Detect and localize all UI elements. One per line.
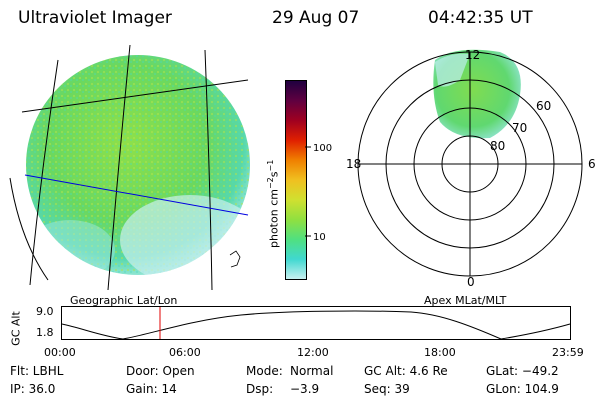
mlt-18-label: 18 [346,157,361,171]
colorbar [285,80,307,280]
mlt-0-label: 0 [467,275,475,289]
terminator-line [24,174,249,216]
mlat-70-label: 70 [512,121,527,135]
mlt-6-label: 6 [588,157,596,171]
x-tick-1200: 12:00 [297,346,329,359]
polar-grid [357,51,583,277]
header-time: 04:42:35 UT [428,8,533,28]
mlat-60-label: 60 [536,99,551,113]
altitude-ytick-high: 9.0 [36,305,54,318]
door-info: Door: Open [126,364,195,378]
x-tick-0600: 06:00 [169,346,201,359]
filter-info: Flt: LBHL [10,364,64,378]
altitude-curve [61,310,571,340]
x-tick-2359: 23:59 [552,346,584,359]
altitude-ytick-low: 1.8 [36,326,54,339]
polar-plot: 12 18 6 0 60 70 80 [346,48,596,289]
altitude-plot [61,306,571,340]
colorbar-ticks: 100 10 [305,143,332,243]
glon-info: GLon: 104.9 [486,382,559,396]
mlt-12-label: 12 [465,48,480,62]
dsp-value: −3.9 [290,382,320,396]
seq-info: Seq: 39 [364,382,410,396]
geographic-label: Geographic Lat/Lon [70,294,178,307]
colorbar-tick-10: 10 [313,232,326,243]
altitude-ylabel: GC Alt [9,311,23,346]
mlat-80-label: 80 [490,139,505,153]
colorbar-tick-100: 100 [313,143,332,154]
x-tick-0000: 00:00 [44,346,76,359]
ip-info: IP: 36.0 [10,382,56,396]
lat-lon-grid [9,44,249,290]
dsp-label: Dsp: [246,382,274,396]
x-tick-1800: 18:00 [424,346,456,359]
header-date: 29 Aug 07 [272,8,360,28]
colorbar-unit-label: photon cm−2s−1 [266,159,281,248]
geographic-image [9,44,250,290]
glat-info: GLat: −49.2 [486,364,559,378]
instrument-title: Ultraviolet Imager [18,8,172,28]
mode-label: Mode: [246,364,283,378]
mode-value: Normal [290,364,334,378]
gain-info: Gain: 14 [126,382,177,396]
gc-alt-info: GC Alt: 4.6 Re [364,364,448,378]
apex-label: Apex MLat/MLT [424,294,507,307]
coastline [229,250,241,268]
